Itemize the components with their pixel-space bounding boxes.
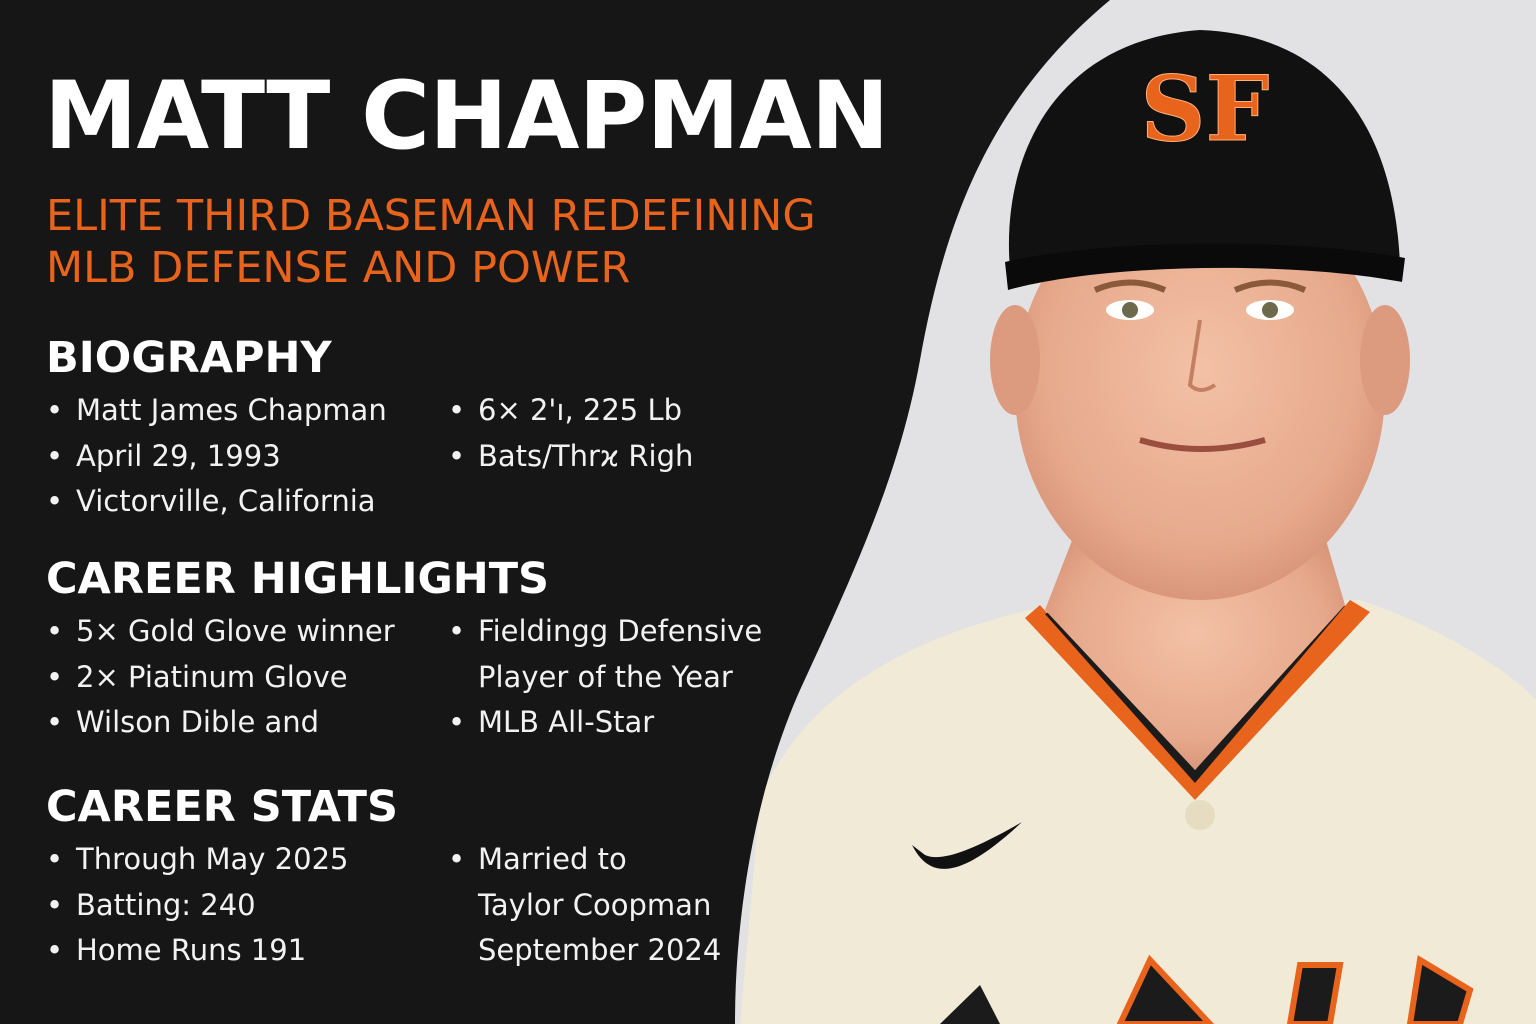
bullet-icon: •	[46, 484, 64, 518]
highlights-list-left: • 5× Gold Glove winner • 2× Piatinum Glove…	[46, 609, 395, 746]
list-item-continuation: Taylor Coopman	[448, 883, 721, 929]
bullet-icon: •	[46, 659, 64, 694]
bio-full-name: Matt James Chapman	[76, 393, 387, 427]
list-item: • Batting: 240	[46, 883, 348, 929]
highlight-gold-glove: 5× Gold Glove winner	[76, 614, 395, 648]
stats-spouse: Taylor Coopman	[478, 887, 712, 922]
list-item: • April 29, 1993	[46, 434, 387, 480]
bio-height-weight: 6× 2'ı, 225 Lb	[478, 393, 683, 427]
bullet-icon: •	[46, 705, 64, 739]
list-item: • Bats/Thrϰ Righ	[448, 434, 693, 480]
stats-through-date: Through May 2025	[76, 842, 349, 876]
bullet-icon: •	[448, 705, 466, 739]
stats-married-date: September 2024	[478, 933, 722, 967]
stats-married: Married to	[478, 842, 627, 876]
bullet-icon: •	[448, 393, 466, 427]
bullet-icon: •	[46, 393, 64, 427]
list-item: • MLB All-Star	[448, 700, 762, 746]
stats-list-right: • Married to Taylor Coopman September 202…	[448, 837, 721, 974]
player-name: MATT CHAPMAN	[44, 62, 889, 171]
list-item: • Married to	[448, 837, 721, 883]
bullet-icon: •	[46, 933, 64, 967]
bullet-icon: •	[448, 842, 466, 876]
highlight-platinum-glove: 2× Piatinum Glove	[76, 659, 348, 694]
list-item: • Home Runs 191	[46, 928, 348, 974]
list-item: • Matt James Chapman	[46, 388, 387, 434]
highlights-list-right: • Fieldingg Defensive Player of the Year …	[448, 609, 762, 746]
list-item: • Through May 2025	[46, 837, 348, 883]
bullet-icon: •	[46, 438, 64, 473]
stats-batting: Batting: 240	[76, 887, 256, 922]
bio-bats-throws: Bats/Thrϰ Righ	[478, 438, 694, 473]
biography-list-left: • Matt James Chapman • April 29, 1993 • Vic…	[46, 388, 387, 525]
bio-birthplace: Victorville, California	[76, 484, 376, 518]
highlight-wilson: Wilson Dible and	[76, 705, 320, 739]
list-item: • 5× Gold Glove winner	[46, 609, 395, 655]
bullet-icon: •	[46, 842, 64, 876]
biography-list-right: • 6× 2'ı, 225 Lb • Bats/Thrϰ Righ	[448, 388, 693, 479]
bullet-icon: •	[46, 614, 64, 648]
bio-birth-date: April 29, 1993	[76, 438, 281, 473]
list-item: • 2× Piatinum Glove	[46, 655, 395, 701]
stats-home-runs: Home Runs 191	[76, 933, 307, 967]
list-item: • Fieldingg Defensive	[448, 609, 762, 655]
stats-list-left: • Through May 2025 • Batting: 240 • Home Ru…	[46, 837, 348, 974]
list-item: • 6× 2'ı, 225 Lb	[448, 388, 693, 434]
highlight-fielding-cont: Player of the Year	[478, 659, 733, 694]
career-highlights-heading: CAREER HIGHLIGHTS	[46, 554, 550, 604]
list-item: • Wilson Dible and	[46, 700, 395, 746]
bullet-icon: •	[448, 438, 466, 473]
bullet-icon: •	[448, 614, 466, 648]
list-item-continuation: September 2024	[448, 928, 721, 974]
svg-text:SF: SF	[1141, 56, 1270, 162]
highlight-all-star: MLB All-Star	[478, 705, 655, 739]
career-stats-heading: CAREER STATS	[46, 782, 398, 832]
list-item: • Victorville, California	[46, 479, 387, 525]
tagline: ELITE THIRD BASEMAN REDEFINING MLB DEFEN…	[46, 191, 816, 293]
biography-heading: BIOGRAPHY	[46, 333, 332, 383]
list-item-continuation: Player of the Year	[448, 655, 762, 701]
highlight-fielding: Fieldingg Defensive	[478, 614, 763, 648]
bullet-icon: •	[46, 887, 64, 922]
